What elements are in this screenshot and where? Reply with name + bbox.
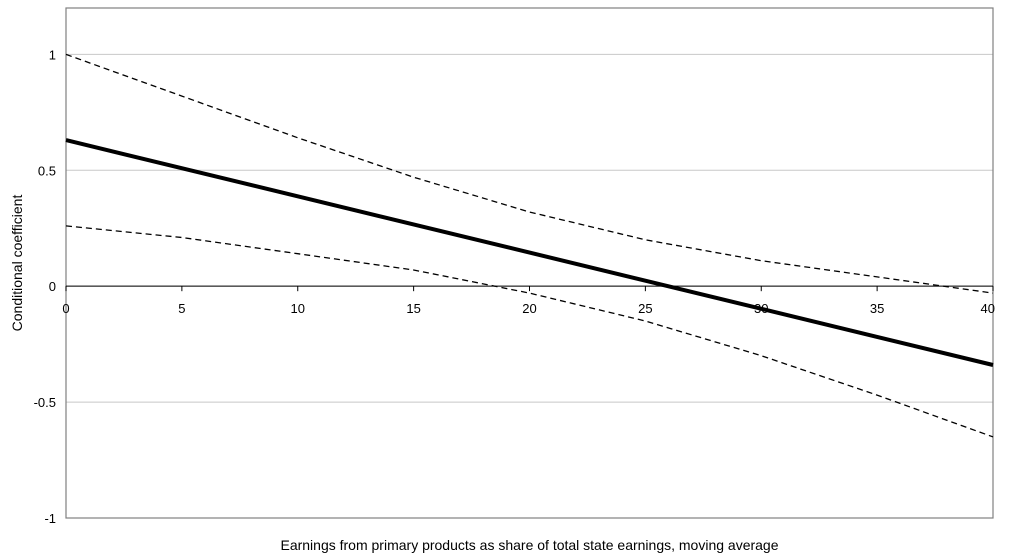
x-tick-label: 20 (522, 301, 536, 316)
confidence-bound-line-1 (65, 53, 994, 294)
x-tick-label: 10 (291, 301, 305, 316)
conditional-coefficient-line (65, 138, 994, 367)
x-tick-label: 40 (981, 301, 995, 316)
y-axis: -1 -0.5 0 0.5 1 (34, 47, 56, 526)
y-tick-label: -0.5 (34, 395, 56, 410)
x-tick-label: 15 (406, 301, 420, 316)
x-tick-label: 0 (62, 301, 69, 316)
x-axis-title: Earnings from primary products as share … (280, 537, 778, 553)
series-lines (65, 53, 994, 438)
plot-frame (65, 7, 994, 519)
y-axis-title: Conditional coefficient (9, 195, 25, 332)
x-tick-label: 5 (178, 301, 185, 316)
y-tick-label: 0 (49, 279, 56, 294)
x-tick-label: 25 (638, 301, 652, 316)
x-tick-label: 35 (870, 301, 884, 316)
x-axis: 0 5 10 15 20 25 30 35 40 (62, 285, 995, 316)
y-tick-label: 1 (49, 47, 56, 62)
y-tick-label: 0.5 (38, 163, 56, 178)
grid-lines (66, 53, 993, 403)
y-tick-label: -1 (44, 511, 56, 526)
confidence-bound-line-2 (65, 225, 994, 438)
